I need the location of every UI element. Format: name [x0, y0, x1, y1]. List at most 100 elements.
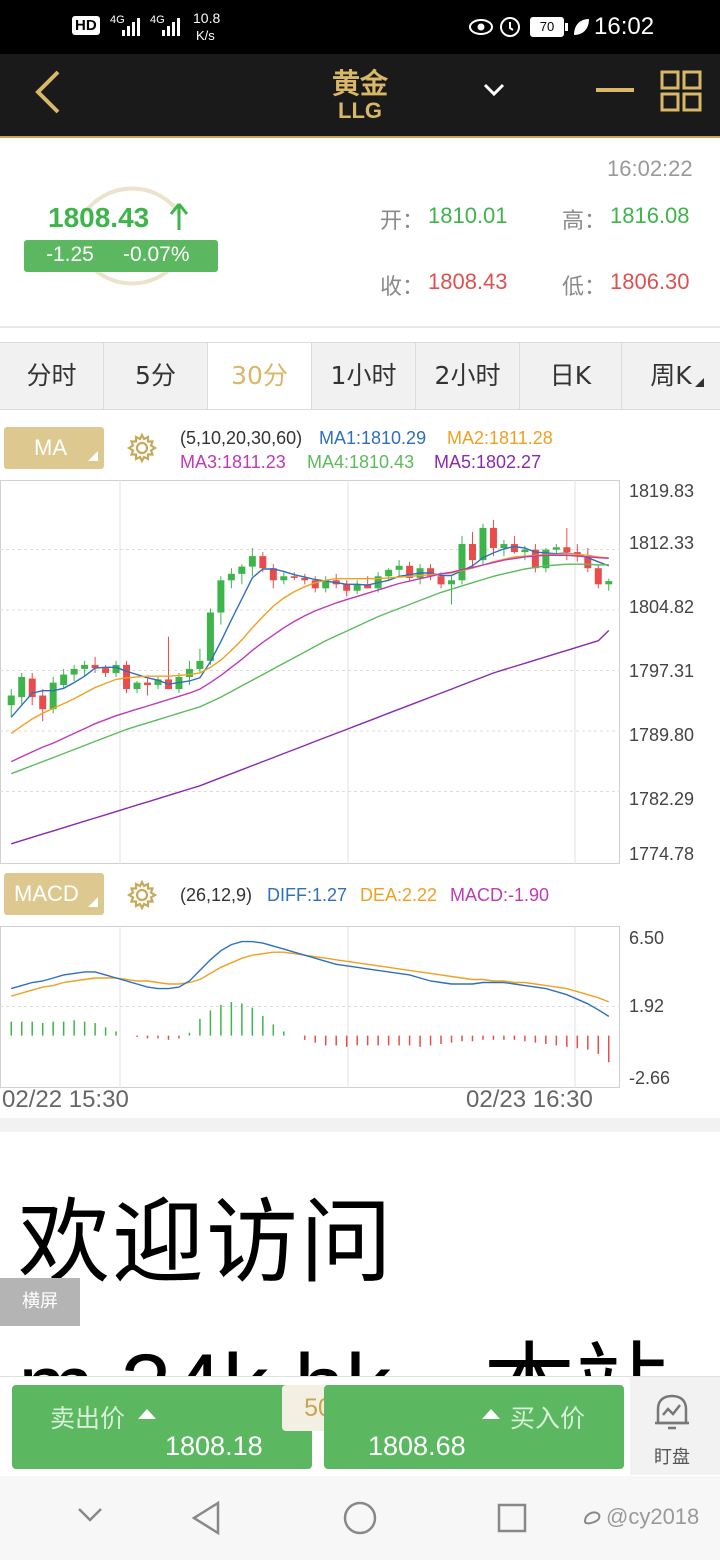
watermark-handle: @cy2018: [606, 1504, 700, 1529]
sell-price: 1808.18: [165, 1431, 263, 1461]
candle-body: [18, 676, 26, 698]
buy-label: 买入价: [510, 1404, 586, 1433]
tab-2hour[interactable]: 2小时: [416, 343, 520, 409]
k-y-label: 1804.82: [629, 597, 695, 617]
landscape-button[interactable]: 横屏: [0, 1278, 80, 1326]
quote-time: 16:02:22: [607, 156, 693, 181]
candle-body: [238, 566, 246, 574]
high-label: 高：: [562, 209, 607, 234]
ma3-line: [10, 554, 609, 763]
tab-1hour[interactable]: 1小时: [312, 343, 416, 409]
candle-body: [343, 584, 351, 591]
low-value: 1806.30: [610, 269, 690, 294]
close-value: 1808.43: [428, 269, 508, 294]
candle-body: [468, 544, 476, 561]
candle-body: [584, 556, 592, 569]
k-y-label: 1797.31: [629, 661, 695, 681]
sell-button[interactable]: 卖出价 1808.18: [12, 1385, 312, 1469]
tab-week-label: 周K: [650, 361, 692, 390]
home-circle-icon[interactable]: [342, 1500, 378, 1536]
k-y-label: 1782.29: [629, 789, 695, 809]
candle-body: [594, 568, 602, 585]
watch-label: 盯盘: [654, 1447, 690, 1468]
candle-body: [542, 549, 550, 569]
ma3-value: MA3:1811.23: [180, 452, 286, 472]
candle-body: [70, 668, 78, 675]
ma-gear-icon[interactable]: [126, 432, 158, 464]
candlestick-chart[interactable]: [0, 480, 620, 864]
buy-button[interactable]: 买入价 1808.68: [324, 1385, 624, 1469]
back-triangle-icon[interactable]: [190, 1500, 222, 1536]
open-value: 1810.01: [428, 203, 508, 228]
ma-indicator-row: MA (5,10,20,30,60) MA1:1810.29 MA2:1811.…: [0, 420, 720, 476]
ma2-line: [10, 552, 609, 734]
grid-icon[interactable]: [660, 70, 702, 112]
tab-day[interactable]: 日K: [520, 343, 622, 409]
macd-y-label: -2.66: [629, 1068, 671, 1088]
macd-gear-icon[interactable]: [126, 879, 158, 911]
price-ring-decoration: [82, 186, 182, 286]
chevron-down-icon[interactable]: [76, 1506, 104, 1524]
candle-body: [427, 568, 435, 577]
welcome-text: 欢迎访问: [18, 1189, 395, 1296]
tab-30min[interactable]: 30分: [208, 343, 312, 409]
candle-body: [311, 580, 319, 589]
network-type-1: 4G: [110, 14, 125, 26]
minimize-icon[interactable]: [596, 88, 634, 92]
ma5-value: MA5:1802.27: [434, 452, 542, 472]
ma-selector-label: MA: [34, 435, 67, 460]
macd-indicator-row: MACD (26,12,9) DIFF:1.27 DEA:2.22 MACD:-…: [0, 868, 720, 922]
last-price: 1808.43: [48, 202, 150, 233]
battery-level: 70: [539, 19, 555, 34]
candle-body: [531, 549, 539, 569]
macd-selector-button[interactable]: MACD: [4, 873, 104, 915]
candle-body: [510, 544, 518, 553]
ma1-line: [10, 545, 610, 718]
leaf-icon: [574, 19, 589, 35]
ma2-value: MA2:1811.28: [447, 428, 553, 448]
tab-5min[interactable]: 5分: [104, 343, 208, 409]
low-label: 低：: [562, 275, 607, 300]
watch-button[interactable]: 盯盘: [630, 1377, 720, 1475]
price-change-pct: -0.07%: [123, 243, 190, 266]
back-arrow-icon[interactable]: [30, 68, 66, 116]
candle-body: [259, 556, 267, 569]
recents-square-icon[interactable]: [496, 1502, 528, 1534]
sell-up-triangle-icon: [138, 1409, 156, 1419]
candle-body: [395, 565, 403, 570]
trade-bar: 卖出价 1808.18 50 买入价 1808.68 盯盘: [0, 1376, 720, 1475]
macd-chart[interactable]: [0, 926, 620, 1088]
sell-label: 卖出价: [50, 1404, 126, 1433]
tab-week[interactable]: 周K: [622, 343, 720, 409]
page-title: 黄金: [331, 67, 388, 100]
tab-week-triangle-icon: [695, 378, 704, 387]
x-axis-start: 02/22 15:30: [2, 1086, 129, 1113]
dea-value: DEA:2.22: [360, 885, 438, 905]
candle-body: [489, 527, 497, 549]
ma-params: (5,10,20,30,60): [180, 428, 303, 448]
ma-selector-button[interactable]: MA: [4, 427, 104, 469]
clock: 16:02: [594, 13, 655, 40]
quote-panel: 1808.43 -1.25 -0.07% 16:02:22 开： 1810.01…: [0, 140, 720, 328]
chevron-down-icon[interactable]: [482, 82, 506, 98]
tab-fenshi[interactable]: 分时: [0, 343, 104, 409]
candle-body: [385, 569, 393, 577]
candle-body: [269, 568, 277, 581]
candle-body: [81, 664, 89, 669]
candle-body: [448, 580, 456, 585]
candle-body: [280, 576, 288, 581]
candle-body: [112, 664, 120, 673]
diff-line: [11, 940, 610, 1017]
signal-icon-2: [162, 18, 180, 36]
battery-tip: [565, 23, 568, 31]
x-axis-end: 02/23 16:30: [466, 1086, 593, 1113]
candle-body: [123, 664, 131, 690]
ma1-value: MA1:1810.29: [319, 428, 427, 448]
chart-bottom-separator: [0, 1118, 720, 1132]
macd-value: MACD:-1.90: [450, 885, 550, 905]
k-y-label: 1812.33: [629, 533, 695, 553]
candle-body: [217, 580, 225, 613]
k-chart-frame: [0, 480, 620, 864]
candle-body: [290, 576, 298, 578]
